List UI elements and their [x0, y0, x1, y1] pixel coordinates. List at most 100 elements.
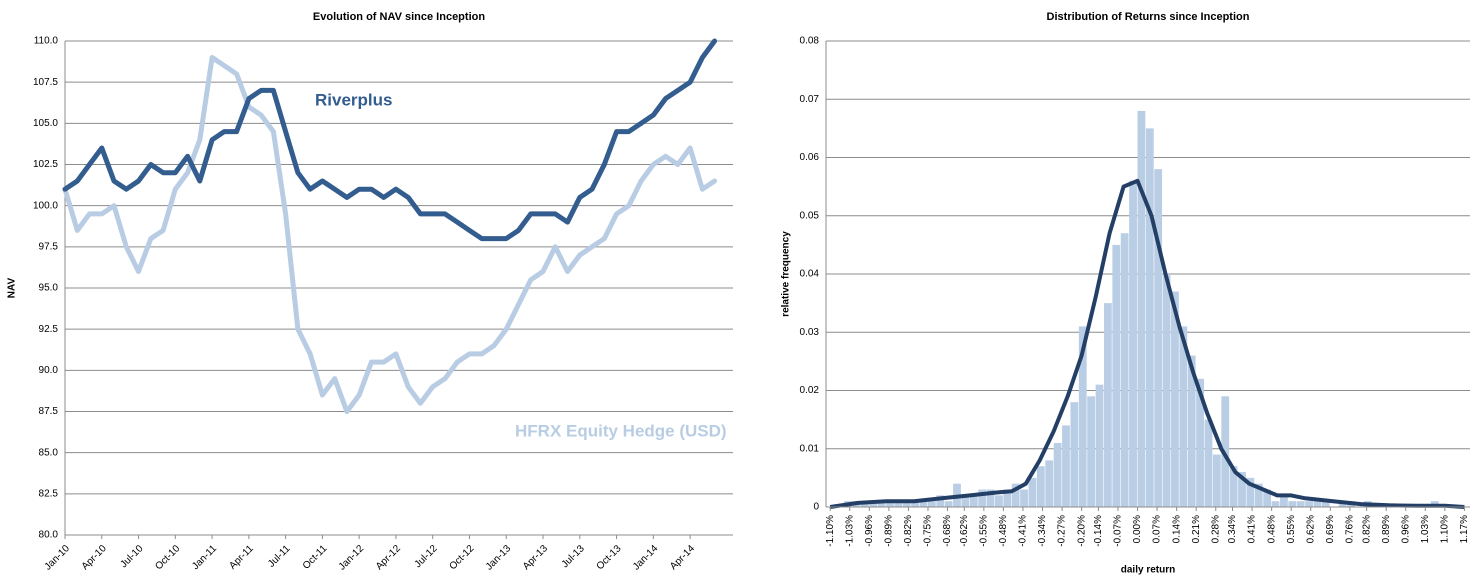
x-tick-label: 0.28%: [1210, 515, 1221, 543]
x-tick-label: Oct-12: [447, 543, 476, 572]
x-axis-label: daily return: [1121, 565, 1175, 576]
x-tick-label: Jul-11: [266, 543, 293, 570]
histogram-bar: [1120, 233, 1129, 507]
histogram-bar: [961, 495, 970, 507]
x-tick-label: Jan-13: [484, 543, 514, 573]
x-tick-label: Apr-14: [668, 543, 697, 572]
x-tick-label: 0.34%: [1227, 515, 1238, 543]
x-tick-label: Jul-10: [118, 543, 145, 570]
x-tick-label: -0.07%: [1113, 515, 1124, 547]
histogram-bar: [1238, 472, 1246, 507]
x-tick-label: -0.55%: [978, 515, 989, 547]
x-tick-label: -0.34%: [1037, 515, 1048, 547]
x-tick-label: Jan-14: [631, 543, 661, 573]
y-tick-label: 100.0: [33, 200, 58, 211]
y-tick-label: 92.5: [39, 324, 59, 335]
x-tick-label: -0.62%: [959, 515, 970, 547]
y-tick-label: 0: [813, 502, 819, 513]
y-axis-label: NAV: [7, 277, 18, 298]
density-curve: [829, 178, 1465, 509]
x-tick-label: Apr-13: [521, 543, 550, 572]
x-tick-label: 1.03%: [1420, 515, 1431, 543]
histogram-bar: [886, 501, 894, 507]
series-line: [62, 55, 718, 414]
y-tick-label: 95.0: [39, 283, 59, 294]
histogram-bar: [1103, 303, 1112, 507]
x-tick-label: 0.07%: [1152, 515, 1163, 543]
y-tick-label: 0.02: [800, 385, 820, 396]
histogram-bar: [1087, 396, 1096, 507]
histogram-bar: [1129, 180, 1137, 508]
histogram-bar: [1053, 442, 1062, 507]
histogram-bar: [936, 495, 945, 507]
histogram-bar: [969, 495, 978, 507]
x-tick-label: -0.27%: [1057, 515, 1068, 547]
histogram-bar: [1196, 378, 1204, 507]
x-tick-label: 1.17%: [1459, 515, 1470, 543]
histogram-bar: [1070, 402, 1079, 507]
histogram-bar: [869, 501, 878, 507]
y-tick-label: 87.5: [39, 406, 59, 417]
chart-title: Evolution of NAV since Inception: [313, 11, 485, 23]
histogram-bar: [1321, 501, 1330, 507]
x-tick-label: -0.48%: [998, 515, 1009, 547]
x-tick-label: 0.69%: [1325, 515, 1336, 543]
x-tick-label: -0.41%: [1018, 515, 1029, 547]
x-tick-label: -0.75%: [923, 515, 934, 547]
histogram-bar: [877, 501, 886, 507]
x-tick-label: 0.76%: [1345, 515, 1356, 543]
histogram-bar: [1288, 501, 1297, 507]
y-tick-label: 102.5: [33, 159, 58, 170]
x-tick-label: -0.14%: [1093, 515, 1104, 547]
x-tick-label: -0.68%: [942, 515, 953, 547]
histogram-bar: [995, 495, 1003, 507]
y-tick-label: 0.04: [800, 269, 820, 280]
x-tick-label: 0.21%: [1191, 515, 1202, 543]
x-tick-label: Oct-10: [153, 543, 182, 572]
x-tick-label: Apr-12: [374, 543, 403, 572]
series-label: HFRX Equity Hedge (USD): [515, 421, 727, 440]
x-tick-label: Oct-13: [595, 543, 624, 572]
histogram-bar: [1062, 425, 1070, 507]
histogram-bar: [1095, 384, 1104, 507]
x-tick-label: -1.03%: [844, 515, 855, 547]
histogram-bar: [927, 501, 936, 507]
x-tick-label: 0.41%: [1247, 515, 1258, 543]
series-label: Riverplus: [315, 90, 392, 109]
y-axis-label: relative frequency: [781, 231, 792, 317]
histogram-bar: [1187, 355, 1196, 507]
y-tick-label: 82.5: [39, 488, 59, 499]
x-tick-label: Jan-11: [190, 543, 219, 572]
x-tick-label: Apr-10: [80, 543, 109, 572]
x-tick-label: Jul-13: [560, 543, 587, 570]
y-tick-label: 80.0: [39, 530, 59, 541]
x-tick-label: -1.10%: [825, 515, 836, 547]
x-tick-label: Oct-11: [301, 543, 330, 572]
histogram-bar: [1045, 460, 1054, 507]
y-tick-label: 0.06: [800, 152, 820, 163]
histogram-bar: [1179, 326, 1188, 507]
histogram-bar: [1171, 291, 1179, 507]
histogram-bar: [1020, 489, 1028, 507]
histogram-bar: [1263, 489, 1272, 507]
x-tick-label: Jan-10: [43, 543, 73, 573]
x-tick-label: -0.96%: [864, 515, 875, 547]
y-tick-label: 85.0: [39, 447, 59, 458]
x-tick-label: 1.10%: [1439, 515, 1450, 543]
histogram-bar: [919, 501, 928, 507]
x-tick-label: 0.48%: [1266, 515, 1277, 543]
histogram-bar: [1137, 110, 1146, 508]
x-tick-label: -0.20%: [1076, 515, 1087, 547]
histogram-bar: [1003, 489, 1012, 507]
histogram-bar: [1145, 128, 1154, 507]
chart-title: Distribution of Returns since Inception: [1047, 11, 1250, 23]
histogram-bar: [1246, 477, 1255, 507]
y-tick-label: 0.07: [800, 94, 820, 105]
x-tick-label: 0.55%: [1286, 515, 1297, 543]
histogram-bar: [1028, 477, 1037, 507]
histogram-bar: [1229, 466, 1238, 507]
series-line: [62, 38, 718, 242]
x-tick-label: 0.14%: [1171, 515, 1182, 543]
histogram-bar: [1112, 244, 1121, 507]
